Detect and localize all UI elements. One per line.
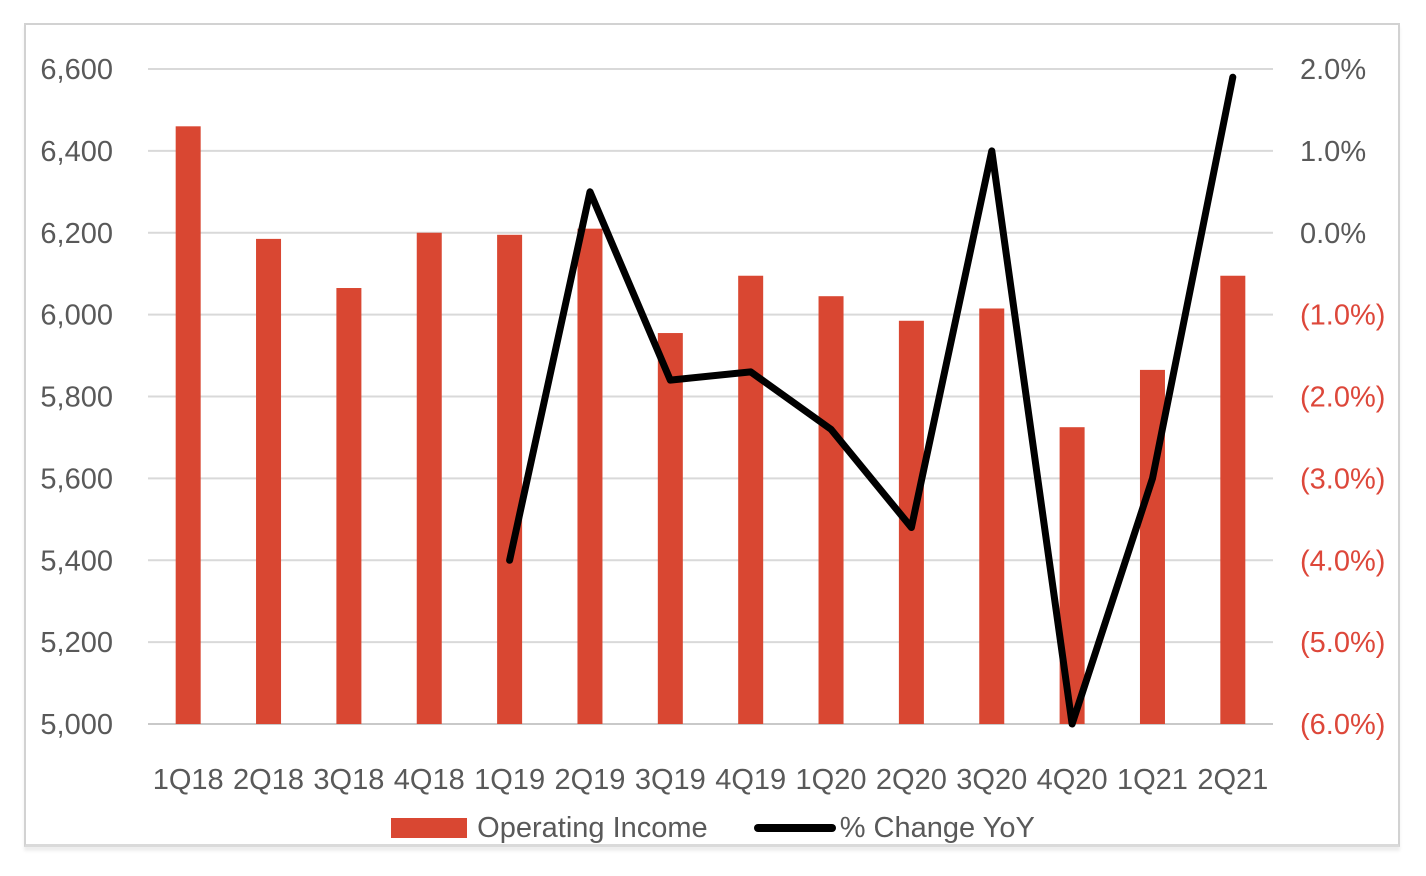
x-axis-tick-label: 3Q18 (313, 764, 384, 796)
left-axis-tick-label: 6,400 (40, 136, 113, 168)
right-axis-tick-label: (1.0%) (1300, 300, 1385, 332)
bar-2Q19 (577, 228, 603, 724)
right-axis-tick-label: (3.0%) (1300, 463, 1385, 495)
x-axis-tick-label: 2Q20 (876, 764, 947, 796)
bar-1Q18 (175, 126, 201, 724)
left-axis-tick-label: 5,200 (40, 627, 113, 659)
yoy-change-line (506, 73, 1237, 728)
right-axis-tick-label: (6.0%) (1300, 709, 1385, 741)
bar-3Q19 (657, 333, 683, 724)
x-axis-tick-label: 2Q18 (233, 764, 304, 796)
legend-label-operating-income: Operating Income (477, 811, 708, 844)
pct-change-line-swatch-icon (753, 824, 836, 832)
bar-3Q18 (336, 288, 362, 724)
left-axis-tick-label: 5,000 (40, 709, 113, 741)
operating-income-swatch-icon (391, 818, 468, 838)
left-axis-tick-label: 6,200 (40, 218, 113, 250)
legend-item-operating-income: Operating Income (391, 812, 708, 845)
left-axis-tick-label: 5,600 (40, 463, 113, 495)
left-axis-tick-label: 6,000 (40, 300, 113, 332)
left-axis-tick-label: 5,400 (40, 545, 113, 577)
x-axis-tick-label: 2Q21 (1197, 764, 1268, 796)
left-axis-tick-label: 5,800 (40, 382, 113, 414)
legend-label-pct-change: % Change YoY (839, 811, 1035, 844)
x-axis-tick-label: 4Q20 (1037, 764, 1108, 796)
right-axis-tick-label: (4.0%) (1300, 545, 1385, 577)
right-axis-tick-label: 0.0% (1300, 218, 1366, 250)
chart-legend: Operating Income % Change YoY (0, 808, 1426, 848)
bar-4Q18 (416, 232, 442, 724)
bar-1Q20 (818, 296, 844, 724)
x-axis-tick-label: 1Q19 (474, 764, 545, 796)
bar-2Q18 (256, 238, 282, 724)
x-axis-tick-label: 3Q19 (635, 764, 706, 796)
right-axis-tick-label: 1.0% (1300, 136, 1366, 168)
legend-item-pct-change: % Change YoY (753, 811, 1035, 845)
x-axis-tick-label: 1Q18 (153, 764, 224, 796)
legend-spacer (708, 828, 754, 829)
bar-1Q19 (497, 234, 523, 724)
x-axis-tick-label: 3Q20 (956, 764, 1027, 796)
x-axis-tick-label: 2Q19 (554, 764, 625, 796)
right-axis-tick-label: (2.0%) (1300, 382, 1385, 414)
x-axis-tick-label: 4Q18 (394, 764, 465, 796)
bar-2Q21 (1220, 275, 1246, 724)
x-axis-tick-label: 1Q21 (1117, 764, 1188, 796)
chart-card (24, 23, 1400, 847)
right-axis-tick-label: (5.0%) (1300, 627, 1385, 659)
x-axis-tick-label: 1Q20 (796, 764, 867, 796)
right-axis-tick-label: 2.0% (1300, 54, 1366, 86)
bar-3Q20 (979, 308, 1005, 724)
bar-4Q19 (738, 275, 764, 724)
x-axis-tick-label: 4Q19 (715, 764, 786, 796)
left-axis-tick-label: 6,600 (40, 54, 113, 86)
